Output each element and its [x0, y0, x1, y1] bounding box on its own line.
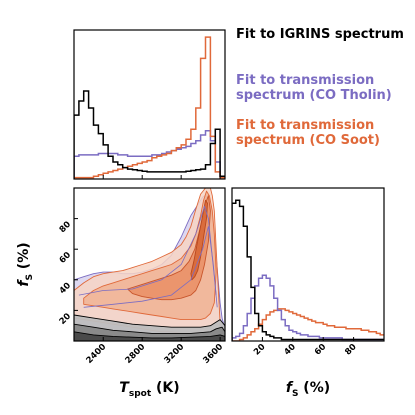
y-axis-label-fs: fS (%)	[16, 242, 35, 286]
right-hist-igrins	[232, 199, 384, 341]
x-tick-label-2800: 2800	[124, 342, 148, 366]
legend-igrins: Fit to IGRINS spectrum	[236, 27, 404, 42]
legend-co-tholin: Fit to transmission spectrum (CO Tholin)	[236, 73, 392, 103]
y-tick-label-20: 20	[58, 311, 73, 326]
right-x-tick-label-60: 60	[313, 342, 328, 357]
main-panel-frame	[73, 187, 226, 342]
right-panel-frame	[231, 187, 385, 342]
contour-soot-level-4	[190, 199, 208, 281]
right-x-tick-label-20: 20	[252, 342, 267, 357]
main-contours	[74, 188, 225, 341]
contour-tholin-inner-1	[78, 205, 217, 296]
contour-tholin-inner-2	[83, 226, 218, 308]
x-axis-label-tspot: Tspot (K)	[119, 380, 179, 399]
top-panel-frame	[73, 29, 226, 180]
y-tick-label-60: 60	[58, 250, 73, 265]
top-hist-igrins	[74, 90, 225, 179]
x-tick-label-2400: 2400	[85, 342, 109, 366]
top-hist-tholin	[74, 130, 225, 179]
x-tick-label-3200: 3200	[163, 342, 187, 366]
y-tick-label-40: 40	[58, 281, 73, 296]
x-tick-label-3600: 3600	[201, 342, 225, 366]
right-histograms	[232, 199, 384, 341]
y-tick-label-80: 80	[58, 220, 73, 235]
right-x-tick-label-80: 80	[343, 342, 358, 357]
right-hist-soot	[232, 308, 384, 341]
top-histograms	[74, 36, 225, 179]
top-hist-soot	[74, 36, 225, 179]
contour-igrins-level-3	[74, 331, 225, 341]
legend-co-soot: Fit to transmission spectrum (CO Soot)	[236, 118, 380, 148]
right-x-tick-label-40: 40	[282, 342, 297, 357]
x-axis-label-fs: fS (%)	[286, 380, 330, 399]
